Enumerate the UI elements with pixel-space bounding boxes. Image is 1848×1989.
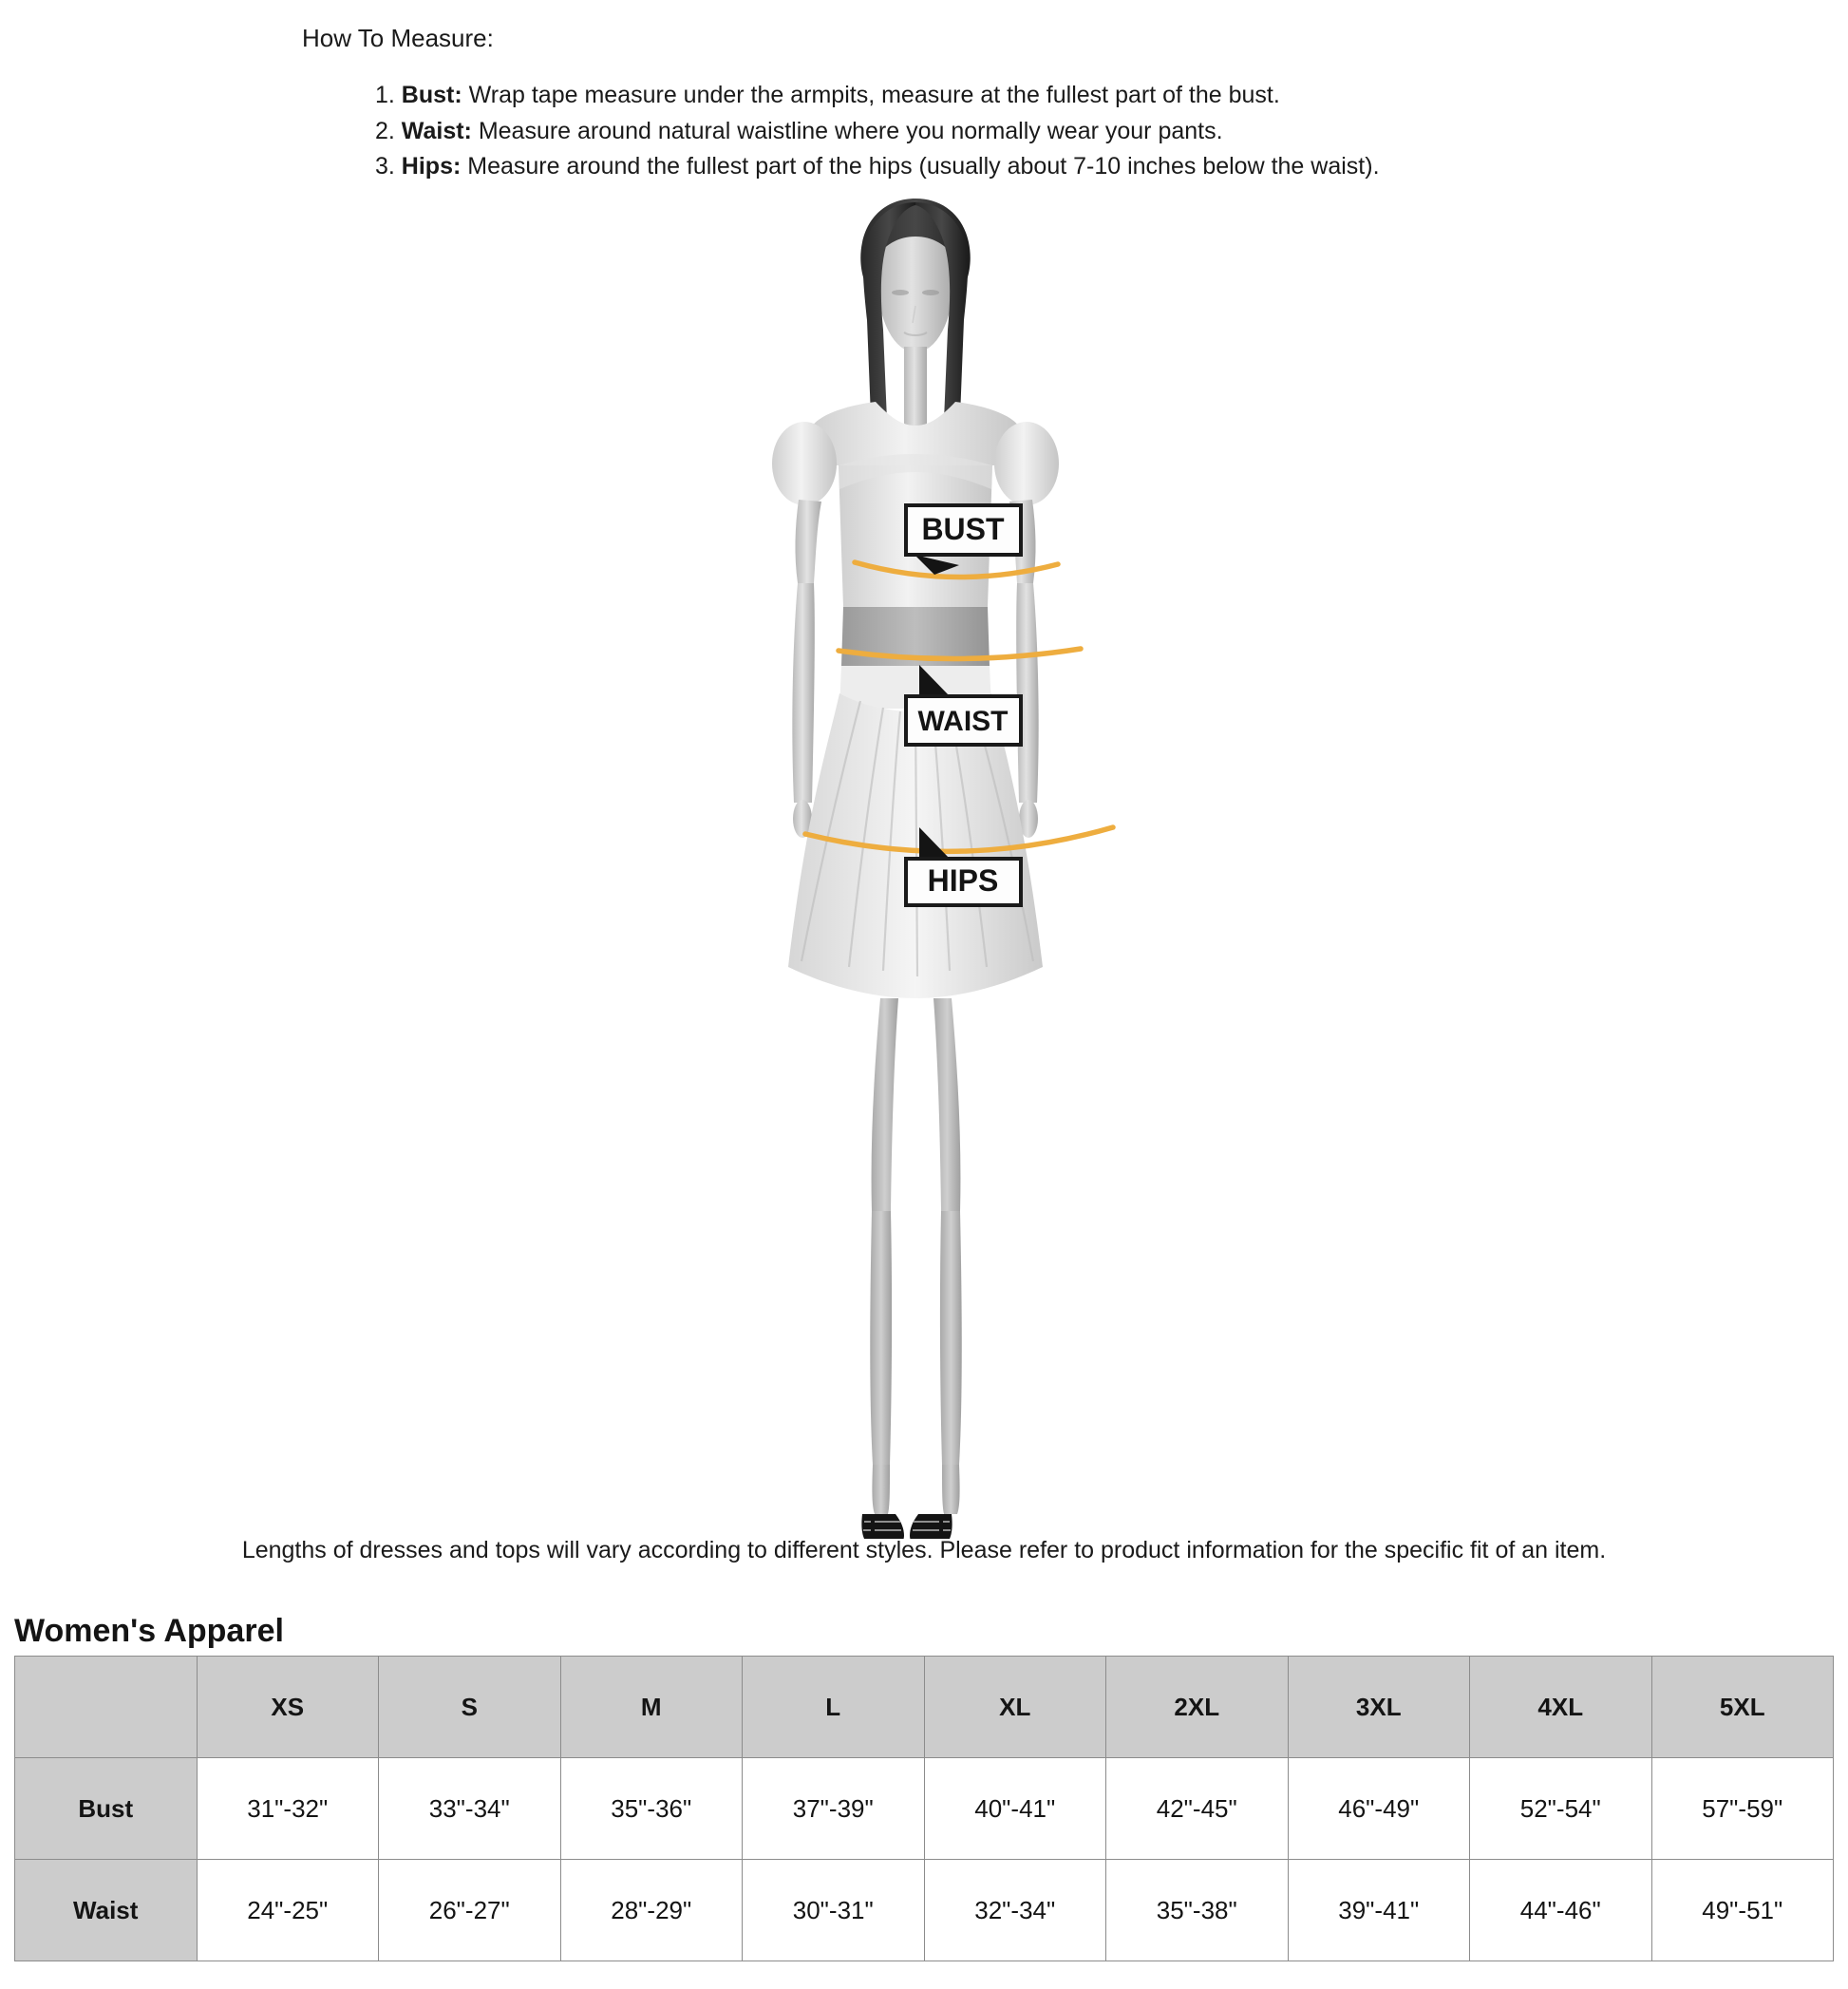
svg-text:HIPS: HIPS xyxy=(928,863,999,898)
svg-text:BUST: BUST xyxy=(921,512,1005,546)
svg-text:WAIST: WAIST xyxy=(918,706,1009,737)
